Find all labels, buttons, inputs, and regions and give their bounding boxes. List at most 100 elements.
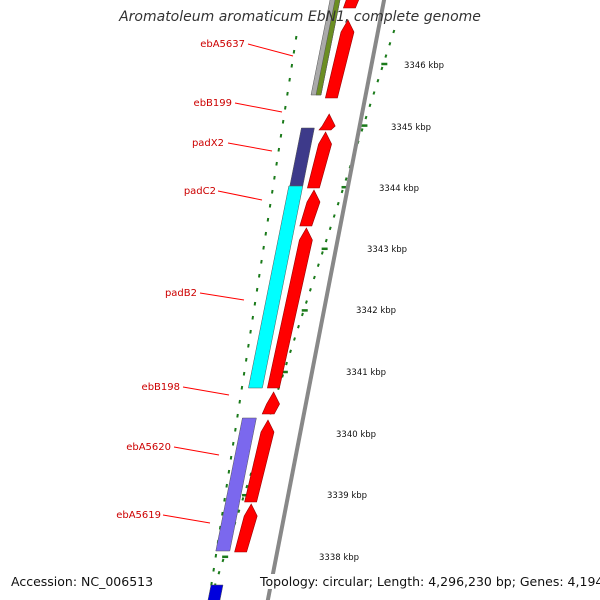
label-leader-line	[173, 446, 220, 456]
feature-block-olive	[315, 0, 341, 96]
ruler-tick	[241, 497, 245, 501]
ruler-tick	[380, 66, 384, 71]
gene-label-ebA5637: ebA5637	[200, 39, 245, 50]
feature-block-blue	[207, 584, 224, 600]
ruler-tick	[312, 275, 316, 280]
ruler-tick	[217, 570, 221, 575]
gene-tick	[264, 231, 268, 236]
label-lines	[162, 43, 294, 524]
ruler-label-3344: 3344 kbp	[379, 184, 419, 194]
feature-block-ebA5619-ebA5620	[215, 417, 257, 552]
label-leader-line	[162, 514, 211, 524]
label-leader-line	[217, 190, 263, 201]
ruler-tick	[384, 54, 388, 58]
label-leader-line	[234, 102, 283, 113]
label-leader-line	[247, 43, 294, 57]
ruler-tick	[364, 115, 368, 120]
ruler-tick	[368, 103, 372, 108]
gene-label-ebB199: ebB199	[194, 98, 232, 109]
gene-tick	[247, 343, 250, 348]
cds-arrows	[234, 0, 360, 553]
gene-tick	[238, 399, 241, 404]
gene-tick	[273, 175, 276, 180]
gene-tick	[284, 105, 287, 110]
gene-tick	[225, 483, 228, 488]
gene-tick	[277, 147, 281, 152]
label-leader-line	[227, 142, 273, 152]
gene-tick	[240, 385, 244, 390]
ruler-tick	[372, 91, 376, 95]
genome-summary-text: Topology: circular; Length: 4,296,230 bp…	[258, 574, 600, 589]
cds-arrow-ebB199	[318, 113, 336, 131]
ruler-tick	[237, 509, 241, 514]
gene-tick	[281, 119, 285, 124]
ruler-tick	[344, 177, 348, 181]
ruler-label-3339: 3339 kbp	[327, 491, 367, 501]
ruler-tick	[308, 287, 312, 292]
gene-tick	[251, 315, 255, 320]
gene-tick	[262, 245, 265, 250]
gene-tick	[242, 371, 246, 376]
gene-tick	[234, 427, 237, 432]
ruler-label-3338: 3338 kbp	[319, 553, 359, 563]
gene-tick	[214, 553, 218, 558]
ruler-label-3340: 3340 kbp	[336, 430, 376, 440]
gene-label-padX2: padX2	[192, 138, 224, 149]
ruler-tick	[281, 374, 285, 378]
ruler-label-3343: 3343 kbp	[367, 245, 407, 255]
cds-arrow-padB2	[267, 227, 313, 389]
cds-arrow-top	[342, 0, 360, 9]
gene-tick	[266, 217, 270, 222]
ruler-label-3345: 3345 kbp	[391, 123, 431, 133]
cds-arrow-padC2	[299, 189, 321, 227]
gene-tick	[288, 77, 291, 82]
ruler-tick	[245, 484, 249, 489]
gene-tick	[286, 91, 289, 96]
gene-tick	[294, 35, 298, 40]
ruler-tick	[328, 226, 332, 231]
ruler-tick	[388, 41, 392, 46]
gene-tick	[244, 357, 248, 362]
map-title: Aromatoleum aromaticum EbN1, complete ge…	[119, 9, 481, 25]
gene-tick	[236, 413, 239, 418]
cds-arrow-padX2	[307, 131, 332, 189]
gene-tick	[249, 329, 252, 334]
ruler-labels: 3346 kbp 3345 kbp 3344 kbp 3343 kbp 3342…	[319, 61, 444, 563]
cds-arrow-ebA5620	[244, 419, 275, 503]
gene-label-padB2: padB2	[165, 288, 197, 299]
gene-tick	[257, 273, 261, 278]
ruler-tick	[301, 312, 304, 317]
gene-tick	[227, 469, 231, 474]
ruler-tick	[221, 558, 225, 563]
genome-backbone	[265, 0, 387, 600]
ruler-tick	[293, 337, 296, 341]
gene-tick	[255, 287, 259, 292]
feature-blocks	[207, 0, 341, 600]
gene-tick	[223, 497, 226, 502]
accession-text: Accession: NC_006513	[9, 574, 156, 589]
ruler-label-3341: 3341 kbp	[346, 368, 386, 378]
ruler-tick	[376, 78, 380, 83]
gene-label-ebA5620: ebA5620	[126, 442, 171, 453]
gene-tick	[221, 511, 224, 516]
ruler-tick	[316, 263, 320, 268]
ruler-tick	[285, 361, 288, 366]
gene-tick	[275, 161, 278, 166]
ruler-tick	[320, 251, 324, 255]
feature-block-padC2-padB2	[248, 185, 304, 389]
gene-tick	[229, 455, 233, 460]
ruler-tick	[324, 238, 328, 243]
gene-tick	[268, 203, 272, 208]
ruler-tick	[340, 189, 344, 194]
ruler-tick	[392, 29, 396, 34]
cds-arrow-ebA5637	[325, 19, 355, 99]
gene-tick	[292, 49, 296, 54]
ruler-tick	[297, 324, 300, 329]
gene-label-padC2: padC2	[184, 186, 216, 197]
gene-labels: ebA5637 ebB199 padX2 padC2 padB2 ebB198 …	[116, 39, 245, 521]
ruler-tick	[332, 214, 336, 218]
label-leader-line	[182, 386, 230, 396]
gene-label-ebA5619: ebA5619	[116, 510, 161, 521]
ruler-tick	[336, 201, 340, 206]
